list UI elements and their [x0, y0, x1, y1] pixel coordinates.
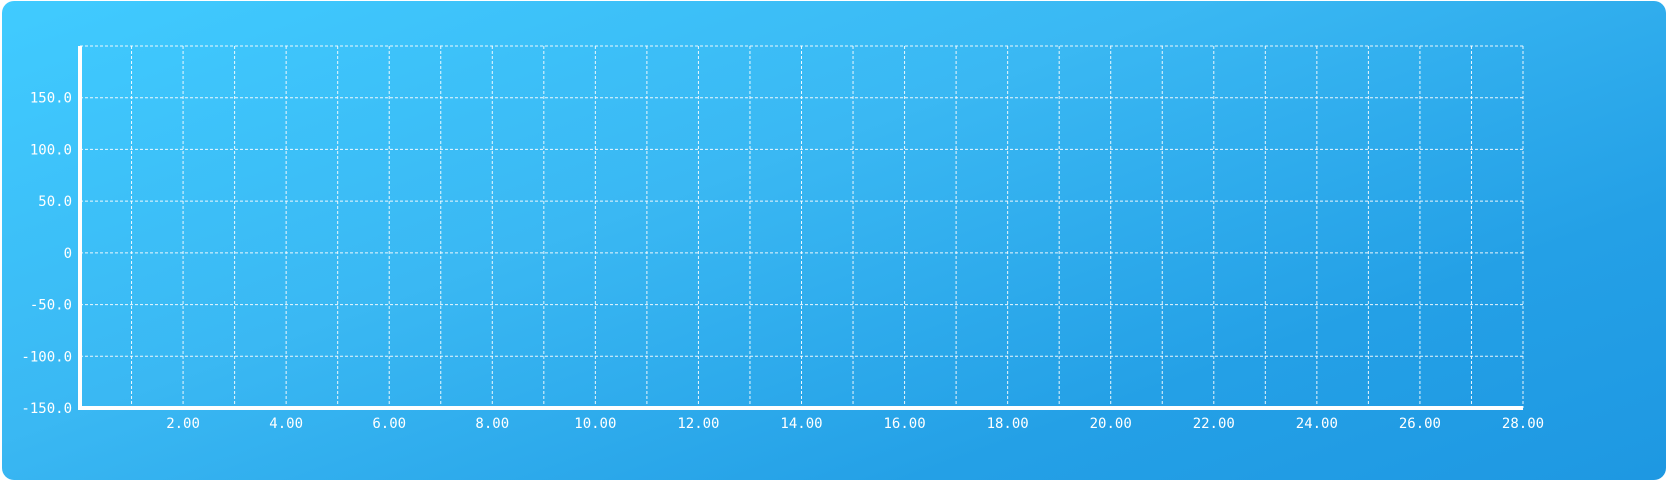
y-tick-label: 50.0 — [38, 194, 72, 210]
x-tick-label: 8.00 — [475, 416, 509, 432]
y-tick-label: 150.0 — [30, 91, 72, 107]
grid — [80, 45, 1524, 408]
x-axis-ticks: 2.00 4.00 6.00 8.00 10.00 12.00 14.00 16.00 18.0… — [166, 416, 1544, 432]
y-tick-label: -50.0 — [30, 298, 72, 314]
axes — [78, 46, 1523, 410]
x-tick-label: 6.00 — [372, 416, 406, 432]
x-tick-label: 26.00 — [1399, 416, 1441, 432]
x-tick-label: 22.00 — [1193, 416, 1235, 432]
x-tick-label: 4.00 — [269, 416, 303, 432]
y-tick-label: 0 — [64, 246, 72, 262]
x-tick-label: 24.00 — [1296, 416, 1338, 432]
x-tick-label: 20.00 — [1090, 416, 1132, 432]
x-tick-label: 18.00 — [987, 416, 1029, 432]
y-axis-ticks: -150.0 -100.0 -50.0 0 50.0 100.0 150.0 — [21, 91, 72, 417]
x-tick-label: 2.00 — [166, 416, 200, 432]
x-tick-label: 16.00 — [883, 416, 925, 432]
x-tick-label: 28.00 — [1502, 416, 1544, 432]
x-tick-label: 10.00 — [574, 416, 616, 432]
x-tick-label: 12.00 — [677, 416, 719, 432]
y-tick-label: 100.0 — [30, 142, 72, 158]
y-tick-label: -100.0 — [21, 349, 72, 365]
x-tick-label: 14.00 — [780, 416, 822, 432]
y-tick-label: -150.0 — [21, 401, 72, 417]
